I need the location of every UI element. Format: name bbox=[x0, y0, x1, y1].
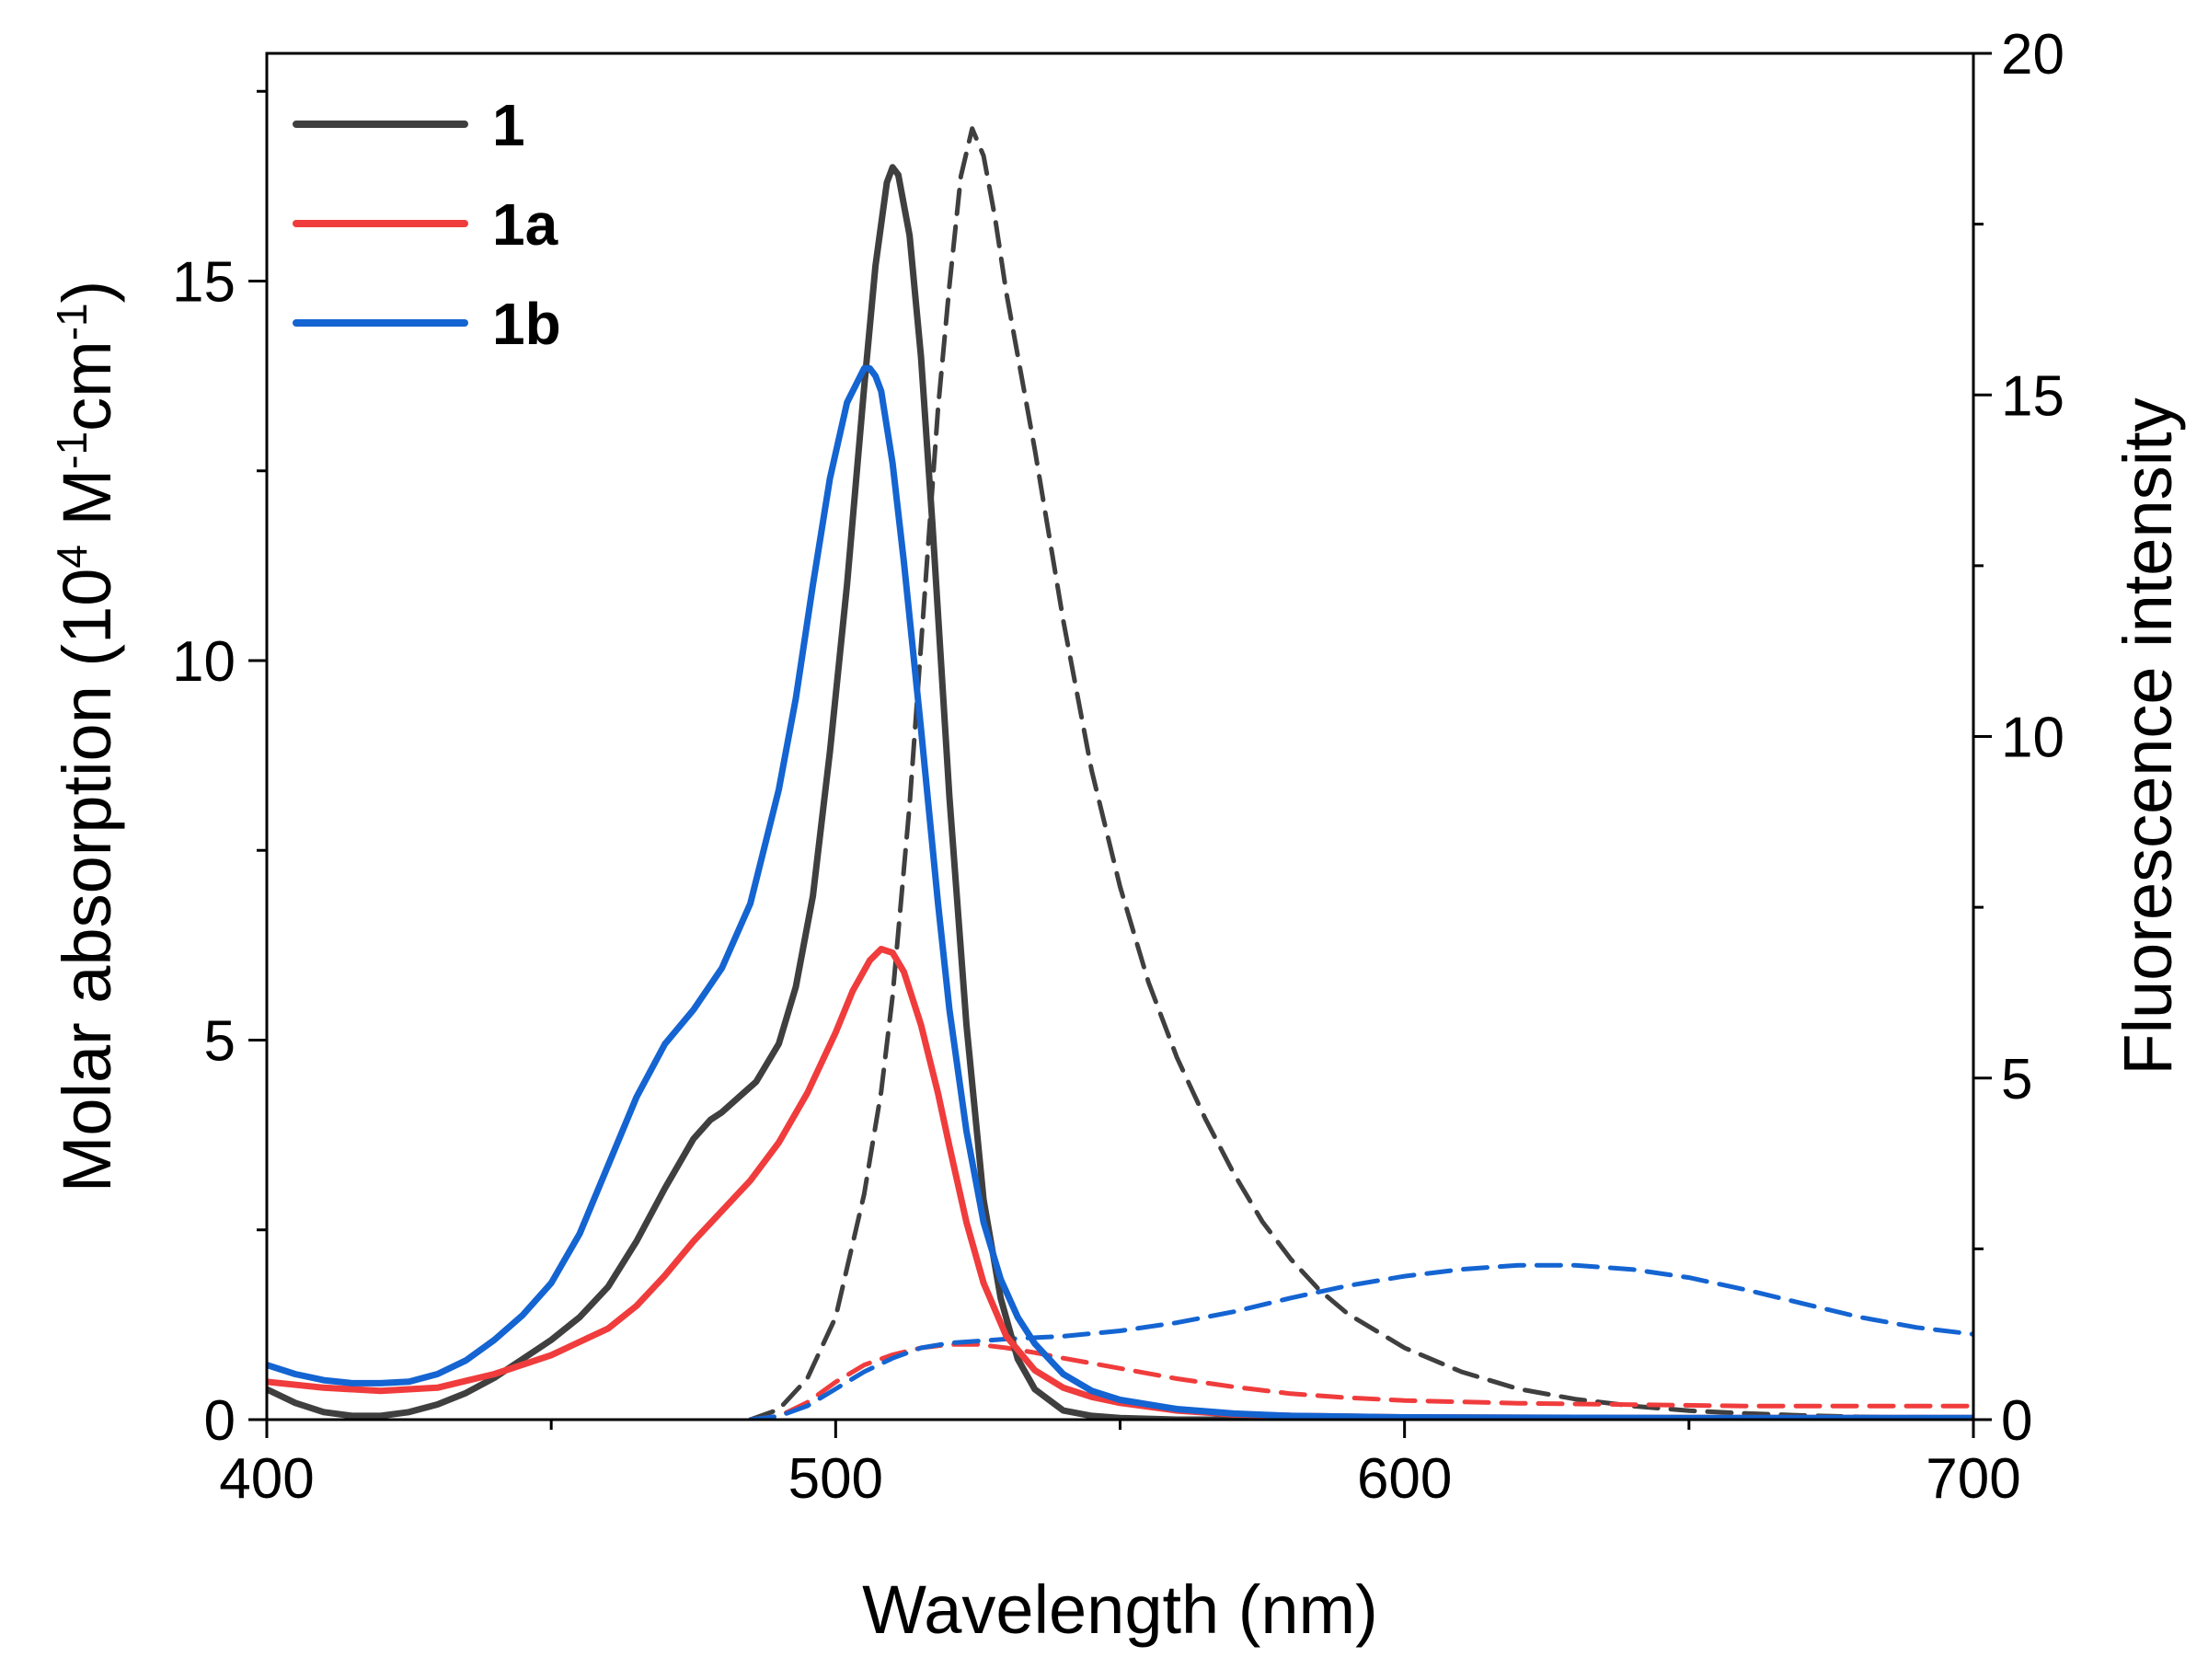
y-left-title-sup1: 4 bbox=[48, 545, 96, 569]
y-right-tick-label: 0 bbox=[2001, 1389, 2032, 1453]
y-left-tick-label: 15 bbox=[172, 251, 236, 315]
series-line-1 bbox=[267, 164, 1973, 1420]
x-tick-label: 700 bbox=[1926, 1447, 2020, 1511]
plot-frame bbox=[265, 52, 1975, 1421]
series-line-1a bbox=[267, 946, 1973, 1420]
y-right-tick-label: 20 bbox=[2001, 23, 2064, 86]
legend-label: 1a bbox=[492, 191, 558, 258]
y-left-title-prefix: Molar absorption (10 bbox=[49, 569, 125, 1193]
y-axis-left-title: Molar absorption (104 M-1cm-1) bbox=[48, 281, 125, 1193]
y-left-tick-label: 0 bbox=[204, 1389, 236, 1453]
series-layer bbox=[267, 126, 1973, 1420]
y-left-tick-label: 10 bbox=[172, 630, 236, 694]
y-right-tick-label: 10 bbox=[2001, 707, 2064, 770]
series-line-1a-fluorescence bbox=[748, 1341, 1973, 1420]
y-left-title-sup2: -1 bbox=[48, 432, 96, 469]
x-tick-label: 500 bbox=[788, 1447, 883, 1511]
y-right-tick-label: 15 bbox=[2001, 364, 2064, 428]
y-right-tick-label: 5 bbox=[2001, 1048, 2032, 1111]
legend-label: 1b bbox=[492, 291, 561, 357]
legend-label: 1 bbox=[492, 92, 525, 158]
x-axis-title: Wavelength (nm) bbox=[862, 1571, 1378, 1648]
y-left-title-mid2: cm bbox=[49, 340, 125, 432]
x-tick-label: 400 bbox=[219, 1447, 314, 1511]
y-left-title-sup3: -1 bbox=[48, 303, 96, 340]
x-tick-label: 600 bbox=[1357, 1447, 1452, 1511]
series-line-1-fluorescence bbox=[748, 126, 1973, 1420]
series-line-1b bbox=[267, 364, 1973, 1420]
y-left-tick-label: 5 bbox=[204, 1010, 236, 1074]
series-line-1b-fluorescence bbox=[748, 1262, 1973, 1420]
y-left-title-suffix: ) bbox=[49, 281, 125, 304]
y-axis-right-title: Fluorescence intensity bbox=[2110, 397, 2186, 1075]
y-left-title-mid1: M bbox=[49, 469, 125, 545]
legend: 1 1a 1b bbox=[293, 92, 561, 357]
